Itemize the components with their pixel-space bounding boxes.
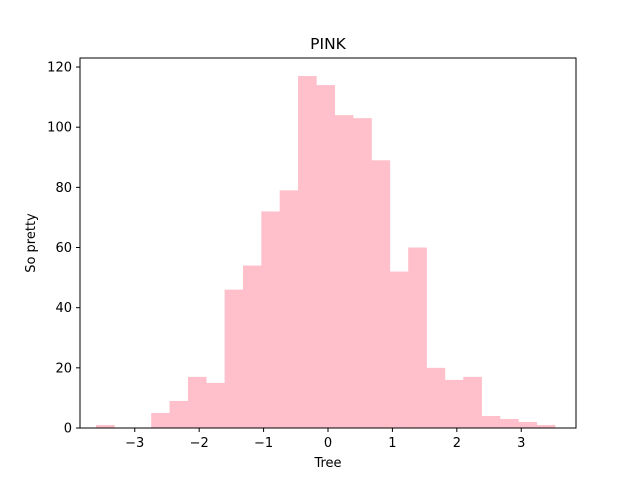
bars-group xyxy=(96,76,556,429)
x-tick-label: 0 xyxy=(324,436,332,451)
y-axis-label: So pretty xyxy=(24,213,39,273)
histogram-bar xyxy=(242,265,262,428)
x-axis: −3 −2 −1 0 1 2 3 xyxy=(125,428,525,451)
histogram-bar xyxy=(408,247,427,428)
histogram-bar xyxy=(169,400,189,428)
histogram-bar xyxy=(187,376,207,428)
x-tick-label: 2 xyxy=(453,436,461,451)
histogram-bar xyxy=(316,85,336,428)
x-axis-label: Tree xyxy=(313,456,341,471)
y-axis: 0 20 40 60 80 100 120 xyxy=(47,61,80,437)
y-tick-label: 100 xyxy=(47,121,72,136)
y-tick-label: 20 xyxy=(55,361,72,376)
y-tick-label: 0 xyxy=(64,422,72,437)
histogram-bar xyxy=(298,76,317,429)
x-tick-label: −3 xyxy=(125,436,144,451)
y-tick-label: 80 xyxy=(55,181,72,196)
y-tick-label: 60 xyxy=(55,241,72,256)
x-tick-label: 3 xyxy=(517,436,525,451)
histogram-bar xyxy=(261,211,280,428)
histogram-bar xyxy=(444,379,464,428)
histogram-bar xyxy=(481,415,501,428)
chart-title: PINK xyxy=(310,35,347,53)
histogram-bar xyxy=(96,424,115,428)
histogram-bar xyxy=(279,190,299,428)
histogram-bar xyxy=(206,382,225,428)
histogram-bar xyxy=(499,418,519,428)
histogram-bar xyxy=(151,412,170,428)
histogram-bar xyxy=(371,160,391,428)
histogram-bar xyxy=(224,289,244,428)
y-tick-label: 120 xyxy=(47,61,72,76)
x-tick-label: −2 xyxy=(190,436,209,451)
histogram-bar xyxy=(334,115,354,429)
histogram-bar xyxy=(518,421,538,428)
y-tick-label: 40 xyxy=(55,301,72,316)
x-tick-label: 1 xyxy=(388,436,396,451)
histogram-bar xyxy=(389,271,409,428)
histogram-bar xyxy=(353,118,372,428)
x-tick-label: −1 xyxy=(254,436,273,451)
histogram-bar xyxy=(426,367,446,428)
histogram-bar xyxy=(463,376,482,428)
histogram-bar xyxy=(536,424,556,428)
